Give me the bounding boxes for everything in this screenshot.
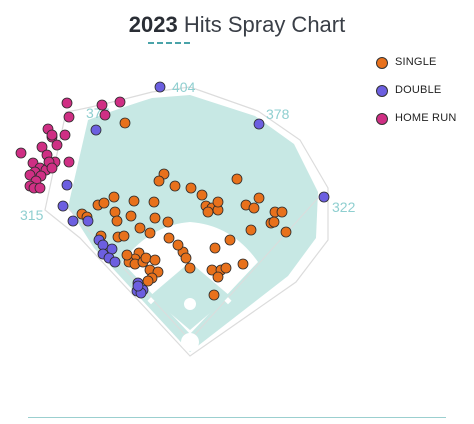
- legend-swatch-single: [376, 57, 388, 69]
- home-run-point: [63, 156, 75, 168]
- home-run-point: [51, 139, 63, 151]
- single-point: [180, 252, 192, 264]
- double-point: [109, 256, 121, 268]
- single-point: [276, 206, 288, 218]
- single-point: [142, 275, 154, 287]
- home-run-point: [46, 129, 58, 141]
- title-underline: [148, 42, 190, 44]
- double-point: [106, 243, 118, 255]
- single-point: [185, 182, 197, 194]
- single-point: [108, 191, 120, 203]
- single-point: [280, 226, 292, 238]
- outfield-wall: [44, 86, 329, 357]
- single-point: [144, 227, 156, 239]
- single-point: [121, 249, 133, 261]
- chart-title-year: 2023: [128, 12, 178, 37]
- single-point: [237, 258, 249, 270]
- single-point: [220, 262, 232, 274]
- single-point: [125, 210, 137, 222]
- single-point: [119, 117, 131, 129]
- chart-title: 2023 Hits Spray Chart: [0, 12, 474, 38]
- infield-grass: [150, 262, 230, 330]
- single-point: [212, 271, 224, 283]
- home-run-point: [99, 109, 111, 121]
- single-point: [140, 252, 152, 264]
- double-point: [318, 191, 330, 203]
- single-point: [109, 206, 121, 218]
- double-point: [82, 215, 94, 227]
- double-point: [61, 179, 73, 191]
- home-run-point: [36, 141, 48, 153]
- first-base: [224, 297, 232, 305]
- hit-points: [15, 81, 330, 301]
- home-run-point: [63, 111, 75, 123]
- single-point: [245, 224, 257, 236]
- single-point: [202, 206, 214, 218]
- single-point: [98, 197, 110, 209]
- legend-swatch-double: [376, 85, 388, 97]
- distance-label-left-line: 315: [20, 207, 44, 223]
- single-point: [128, 195, 140, 207]
- single-point: [253, 192, 265, 204]
- legend-label-double: DOUBLE: [395, 84, 442, 96]
- distance-label-right-line: 322: [332, 199, 356, 215]
- double-point: [132, 280, 144, 292]
- single-point: [148, 196, 160, 208]
- pitchers-mound: [184, 298, 196, 310]
- legend-label-home-run: HOME RUN: [395, 112, 457, 124]
- home-run-point: [46, 162, 58, 174]
- single-point: [209, 242, 221, 254]
- double-point: [154, 81, 166, 93]
- single-point: [169, 180, 181, 192]
- single-point: [134, 222, 146, 234]
- single-point: [149, 212, 161, 224]
- foul-line-left: [65, 205, 191, 341]
- home-plate-area: [181, 333, 199, 351]
- double-point: [90, 124, 102, 136]
- single-point: [248, 202, 260, 214]
- foul-line-right: [189, 197, 319, 341]
- double-point: [97, 239, 109, 251]
- legend-swatch-home-run: [376, 113, 388, 125]
- double-point: [253, 118, 265, 130]
- single-point: [118, 230, 130, 242]
- single-point: [196, 189, 208, 201]
- single-point: [149, 254, 161, 266]
- distance-label-right-center: 378: [266, 106, 290, 122]
- home-run-point: [34, 182, 46, 194]
- single-point: [153, 175, 165, 187]
- single-point: [184, 262, 196, 274]
- home-run-point: [61, 97, 73, 109]
- single-point: [111, 215, 123, 227]
- legend-label-single: SINGLE: [395, 56, 437, 68]
- single-point: [212, 196, 224, 208]
- distance-label-center: 404: [172, 79, 196, 95]
- home-run-point: [114, 96, 126, 108]
- single-point: [268, 216, 280, 228]
- home-run-point: [59, 129, 71, 141]
- single-point: [163, 232, 175, 244]
- home-run-point: [96, 99, 108, 111]
- double-point: [67, 215, 79, 227]
- single-point: [224, 234, 236, 246]
- single-point: [172, 239, 184, 251]
- bottom-rule: [28, 417, 446, 418]
- single-point: [208, 289, 220, 301]
- third-base: [147, 297, 155, 305]
- home-run-point: [15, 147, 27, 159]
- chart-title-text: Hits Spray Chart: [183, 12, 346, 37]
- double-point: [57, 200, 69, 212]
- single-point: [231, 173, 243, 185]
- single-point: [162, 216, 174, 228]
